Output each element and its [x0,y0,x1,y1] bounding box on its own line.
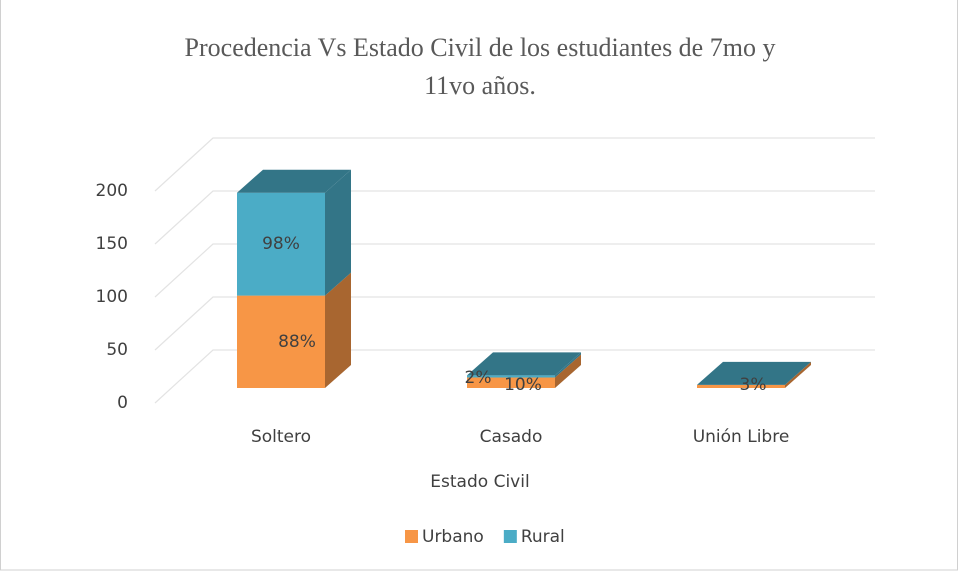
y-tick-label: 200 [96,181,128,201]
grid-line [154,243,875,298]
grid-line [154,137,875,192]
grid-line [154,190,875,245]
x-tick-label: Unión Libre [693,427,790,447]
y-tick-label: 100 [96,287,128,307]
bar-top [237,169,351,193]
bar-top [697,361,811,385]
bar [467,377,555,388]
x-axis-label: Estado Civil [430,472,529,492]
legend-swatch [405,530,418,543]
legend-swatch [503,530,517,543]
grid-line [154,349,875,404]
bar-side [325,169,351,296]
data-label: 3% [740,375,767,395]
y-tick-label: 50 [106,340,128,360]
bar [237,295,325,388]
data-label: 98% [262,234,300,254]
y-tick-label: 150 [96,234,128,254]
legend-label: Urbano [422,527,484,547]
legend-label: Rural [521,527,565,547]
bar-top [467,352,581,376]
bar [697,384,785,388]
y-tick-label: 0 [117,393,128,413]
x-tick-label: Casado [480,427,543,447]
bar-side [555,352,581,378]
grid-line [154,296,875,351]
data-label: 2% [465,368,492,388]
chart-subtitle: 11vo años. [424,71,536,100]
bar [467,375,555,378]
x-tick-label: Soltero [251,427,311,447]
bar-side [555,354,581,388]
data-label: 88% [278,332,316,352]
bar [237,192,325,296]
bar-side [785,361,811,388]
data-label: 10% [504,375,542,395]
chart-title: Procedencia Vs Estado Civil de los estud… [185,33,776,62]
bar-side [325,272,351,388]
